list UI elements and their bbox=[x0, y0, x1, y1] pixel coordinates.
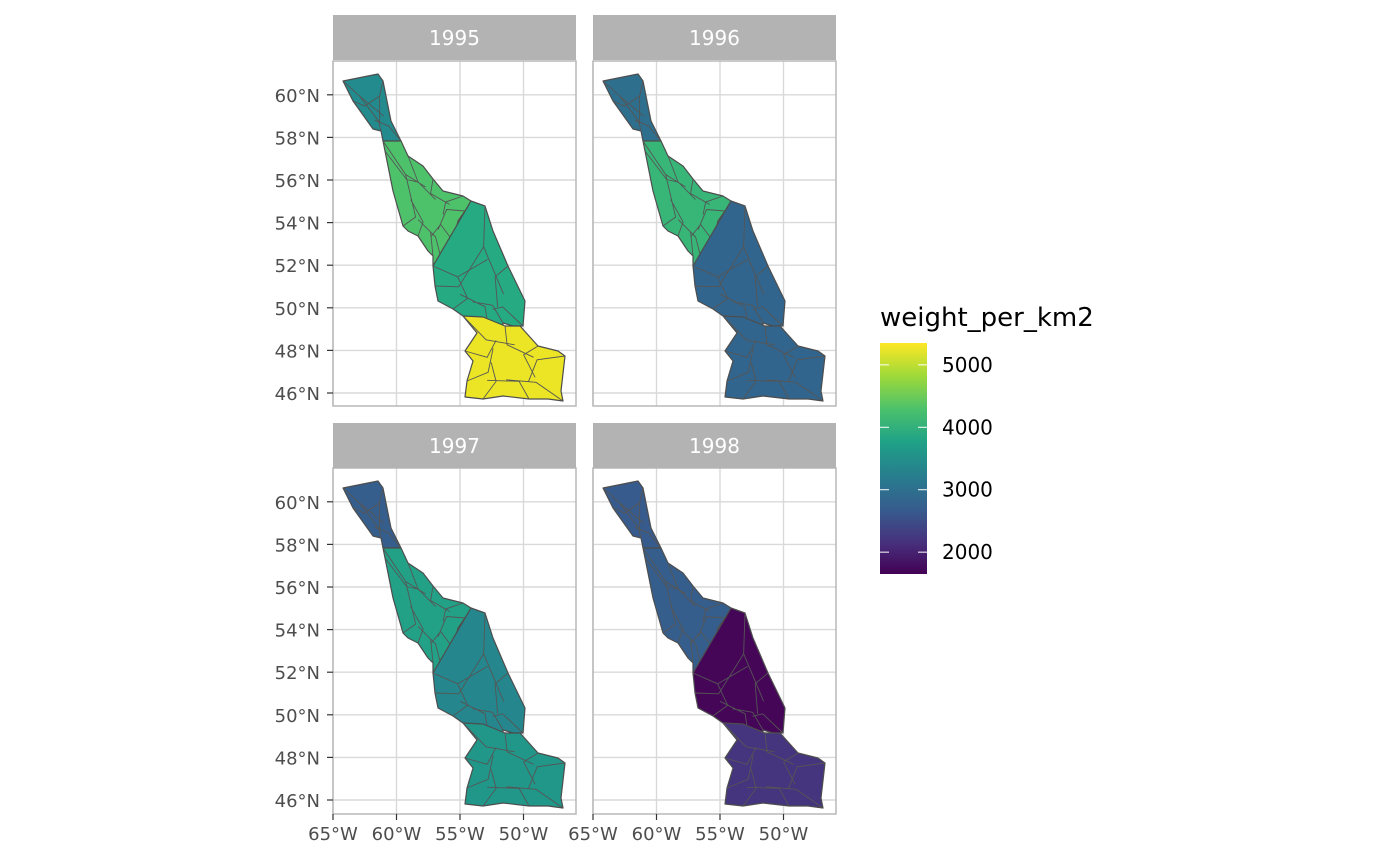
facet-strip bbox=[593, 423, 836, 468]
map-region-middle bbox=[692, 607, 786, 739]
map-region-cells bbox=[342, 487, 402, 549]
y-tick-label: 54°N bbox=[275, 214, 320, 235]
map-region-middle bbox=[432, 607, 526, 739]
legend-break-label: 5000 bbox=[942, 353, 993, 377]
map-region-cells bbox=[432, 205, 524, 327]
x-tick-label: 60°W bbox=[372, 824, 422, 845]
facet-panel-1998: 1998 bbox=[592, 423, 837, 815]
y-tick-label: 52°N bbox=[275, 663, 320, 684]
facet-strip-label: 1995 bbox=[429, 26, 480, 50]
map-region-cells bbox=[692, 205, 784, 327]
y-tick-label: 48°N bbox=[275, 341, 320, 362]
y-tick-label: 52°N bbox=[275, 256, 320, 277]
x-tick-label: 65°W bbox=[568, 824, 618, 845]
facet-strip-label: 1996 bbox=[689, 26, 740, 50]
y-tick-label: 58°N bbox=[275, 535, 320, 556]
x-tick-label: 65°W bbox=[308, 824, 358, 845]
map-region-cells bbox=[722, 722, 826, 809]
panel-border bbox=[332, 60, 577, 407]
map-region-cells bbox=[462, 315, 566, 402]
facet-strip-label: 1998 bbox=[689, 434, 740, 458]
map-region-cells bbox=[692, 612, 784, 734]
map-region-cells bbox=[382, 547, 466, 674]
facet-panel-1997: 1997 bbox=[332, 423, 577, 815]
legend-break-label: 4000 bbox=[942, 415, 993, 439]
map-region-cells bbox=[432, 612, 524, 734]
panel-border bbox=[332, 467, 577, 815]
y-tick-label: 46°N bbox=[275, 384, 320, 405]
x-tick-label: 55°W bbox=[695, 824, 745, 845]
legend-title: weight_per_km2 bbox=[880, 303, 1094, 333]
facet-strip bbox=[333, 423, 576, 468]
y-tick-label: 54°N bbox=[275, 621, 320, 642]
map-region-south bbox=[722, 315, 826, 402]
y-tick-label: 48°N bbox=[275, 748, 320, 769]
y-tick-label: 50°N bbox=[275, 706, 320, 727]
y-tick-label: 58°N bbox=[275, 128, 320, 149]
y-tick-label: 60°N bbox=[275, 493, 320, 514]
x-tick-label: 55°W bbox=[435, 824, 485, 845]
colorbar-legend: weight_per_km2 5000 4000 3000 2000 bbox=[880, 303, 1094, 574]
y-tick-label: 46°N bbox=[275, 791, 320, 812]
map-region-cells bbox=[642, 547, 726, 674]
axes: 46°N 48°N 50°N 52°N 54°N 56°N 58°N 60°N 46°N 48°N… bbox=[275, 86, 809, 845]
map-region-south bbox=[722, 722, 826, 809]
y-tick-label: 56°N bbox=[275, 171, 320, 192]
legend-break-label: 3000 bbox=[942, 478, 993, 502]
panel-border bbox=[592, 467, 837, 815]
map-region-cells bbox=[342, 80, 402, 142]
map-region-cells bbox=[382, 140, 466, 267]
panel-border bbox=[592, 60, 837, 407]
x-tick-label: 60°W bbox=[632, 824, 682, 845]
facet-panel-1996: 1996 bbox=[592, 15, 837, 407]
y-tick-label: 50°N bbox=[275, 299, 320, 320]
facet-panel-1995: 1995 bbox=[332, 15, 577, 407]
facet-strip bbox=[593, 15, 836, 60]
map-region-south bbox=[462, 722, 566, 809]
map-region-cells bbox=[642, 140, 726, 267]
map-region-south bbox=[462, 315, 566, 402]
map-region-middle bbox=[432, 200, 526, 332]
legend-break-label: 2000 bbox=[942, 540, 993, 564]
map-region-middle bbox=[692, 200, 786, 332]
y-tick-label: 56°N bbox=[275, 578, 320, 599]
x-tick-label: 50°W bbox=[759, 824, 809, 845]
facet-strip bbox=[333, 15, 576, 60]
facet-panels: 1995 1996 1997 1998 bbox=[332, 15, 837, 815]
x-tick-label: 50°W bbox=[499, 824, 549, 845]
map-region-cells bbox=[462, 722, 566, 809]
facet-strip-label: 1997 bbox=[429, 434, 480, 458]
colorbar bbox=[880, 343, 927, 574]
map-region-cells bbox=[722, 315, 826, 402]
map-region-cells bbox=[602, 80, 662, 142]
map-region-cells bbox=[602, 487, 662, 549]
y-tick-label: 60°N bbox=[275, 86, 320, 107]
